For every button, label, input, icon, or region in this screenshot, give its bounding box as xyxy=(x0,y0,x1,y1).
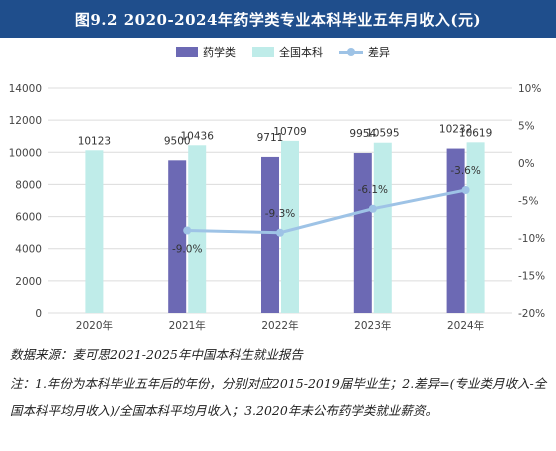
title-bar: 图9.2 2020-2024年药学类专业本科毕业五年月收入(元) xyxy=(0,0,556,38)
source-note: 数据来源：麦可思2021-2025年中国本科生就业报告 xyxy=(10,347,303,362)
y-right-tick-label: -5% xyxy=(518,196,538,208)
diff-label: -9.0% xyxy=(172,244,202,256)
bar-label-pharmacy: 10232 xyxy=(439,124,472,136)
bar-label-national: 10709 xyxy=(273,126,306,138)
footnote: 注：1.年份为本科毕业五年后的年份，分别对应2015-2019届毕业生；2.差异… xyxy=(10,376,547,418)
x-tick-label: 2021年 xyxy=(169,319,206,332)
diff-label: -3.6% xyxy=(450,165,480,177)
diff-point xyxy=(183,226,192,235)
legend-swatch-diff xyxy=(339,47,363,57)
y-right-tick-label: -10% xyxy=(518,233,545,245)
bar-national xyxy=(188,145,207,313)
diff-point xyxy=(368,204,377,213)
diff-line xyxy=(187,188,466,235)
bar-pharmacy xyxy=(168,160,187,313)
bar-label-pharmacy: 9500 xyxy=(164,135,191,147)
diff-label: -9.3% xyxy=(265,208,295,220)
bar-label-national: 10619 xyxy=(459,127,492,139)
bar-pharmacy xyxy=(261,156,279,313)
chart-svg: 0 2000 4000 6000 8000 10000 12000 14000 10% 5% 0% -… xyxy=(9,83,546,332)
legend-item-diff: 差异 xyxy=(339,44,390,60)
y-left-tick-label: 2000 xyxy=(15,276,42,288)
bar-pharmacy xyxy=(353,153,372,313)
bar-label-national: 10436 xyxy=(180,130,214,142)
legend-label-pharmacy: 药学类 xyxy=(203,46,236,59)
diff-point xyxy=(276,228,284,237)
bar-label-national: 10595 xyxy=(366,128,399,140)
y-left-tick-label: 0 xyxy=(35,308,42,320)
diff-point xyxy=(461,186,470,194)
x-tick-label: 2020年 xyxy=(76,319,113,332)
legend-item-pharmacy: 药学类 xyxy=(176,44,236,60)
legend-item-national: 全国本科 xyxy=(252,44,323,60)
y-right-tick-label: 10% xyxy=(518,83,541,95)
y-right-tick-label: -20% xyxy=(518,308,545,320)
diff-label: -6.1% xyxy=(358,184,388,196)
chart-title: 图9.2 2020-2024年药学类专业本科毕业五年月收入(元) xyxy=(74,10,482,29)
y-left-tick-label: 14000 xyxy=(9,83,42,95)
y-left-tick-label: 12000 xyxy=(9,115,42,127)
y-right-tick-label: 0% xyxy=(518,158,535,170)
chart-area: 0 2000 4000 6000 8000 10000 12000 14000 10% 5% 0% -… xyxy=(0,38,556,338)
legend-label-diff: 差异 xyxy=(368,46,390,59)
legend-label-national: 全国本科 xyxy=(279,46,323,59)
legend-swatch-pharmacy xyxy=(176,47,198,57)
x-tick-label: 2024年 xyxy=(447,319,484,332)
bar-national xyxy=(373,142,392,313)
bar-label-national: 10123 xyxy=(78,135,111,147)
bar-label-pharmacy: 9711 xyxy=(257,132,284,144)
x-tick-label: 2023年 xyxy=(354,319,391,332)
y-right-tick-label: -15% xyxy=(518,271,545,283)
bar-label-pharmacy: 9954 xyxy=(349,128,376,140)
y-left-tick-label: 6000 xyxy=(15,212,42,224)
bar-national xyxy=(85,150,104,313)
legend-swatch-national xyxy=(252,47,274,57)
y-left-tick-label: 8000 xyxy=(15,179,42,191)
bar-national xyxy=(466,142,485,313)
bar-national xyxy=(281,140,299,313)
x-tick-label: 2022年 xyxy=(261,319,298,332)
legend: 药学类 全国本科 差异 xyxy=(176,44,390,60)
y-left-tick-label: 10000 xyxy=(9,147,42,159)
y-right-tick-label: 5% xyxy=(518,121,535,133)
y-left-tick-label: 4000 xyxy=(15,244,42,256)
